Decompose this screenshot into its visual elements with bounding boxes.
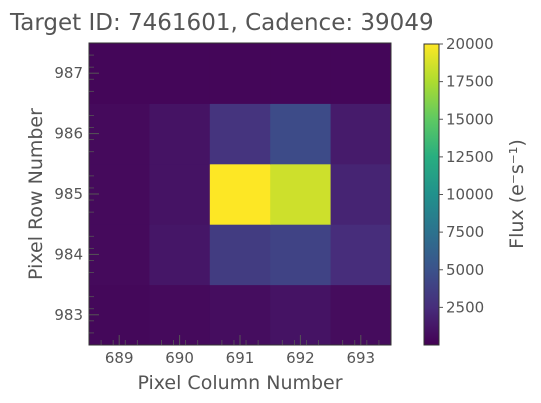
colorbar-tick-label: 5000 [446,261,484,279]
colorbar-label: Flux (e⁻s⁻¹) [506,139,528,249]
colorbar-tick-label: 2500 [446,298,484,316]
heatmap-cell [270,224,331,285]
y-tick-label: 984 [54,245,83,263]
heatmap-cell [149,103,210,164]
heatmap-cell [331,43,392,104]
heatmap-cell [331,103,392,164]
heatmap-cell [210,164,271,225]
y-tick-label: 983 [54,306,83,324]
x-axis-label: Pixel Column Number [137,372,342,394]
colorbar-ticks: 2500 5000 7500 10000 12500 15000 17500 20000 [439,35,494,316]
x-tick-label: 693 [346,349,375,367]
heatmap-cell [331,224,392,285]
colorbar-tick-label: 15000 [446,110,494,128]
colorbar-tick-label: 17500 [446,73,494,91]
x-tick-label: 691 [226,349,255,367]
y-tick-label: 987 [54,64,83,82]
plot-area [89,43,392,346]
heatmap-cell [331,164,392,225]
colorbar-tick-label: 20000 [446,35,494,53]
heatmap-cell [149,43,210,104]
heatmap-cell [210,224,271,285]
colorbar-tick-label: 12500 [446,148,494,166]
heatmap-cell [270,103,331,164]
y-axis-label: Pixel Row Number [25,108,47,280]
x-tick-label: 689 [105,349,134,367]
chart-title: Target ID: 7461601, Cadence: 39049 [9,10,434,36]
heatmap-cell [210,43,271,104]
heatmap-cell [149,164,210,225]
heatmap-cell [270,43,331,104]
heatmap-cell [270,164,331,225]
x-tick-label: 692 [286,349,315,367]
heatmap-cell [210,103,271,164]
heatmap-cell [149,224,210,285]
colorbar: 2500 5000 7500 10000 12500 15000 17500 20000 Fl… [424,35,528,345]
colorbar-tick-label: 7500 [446,223,484,241]
colorbar-gradient [424,44,439,345]
colorbar-tick-label: 10000 [446,186,494,204]
x-tick-label: 690 [165,349,194,367]
y-tick-label: 985 [54,185,83,203]
y-tick-label: 986 [54,125,83,143]
